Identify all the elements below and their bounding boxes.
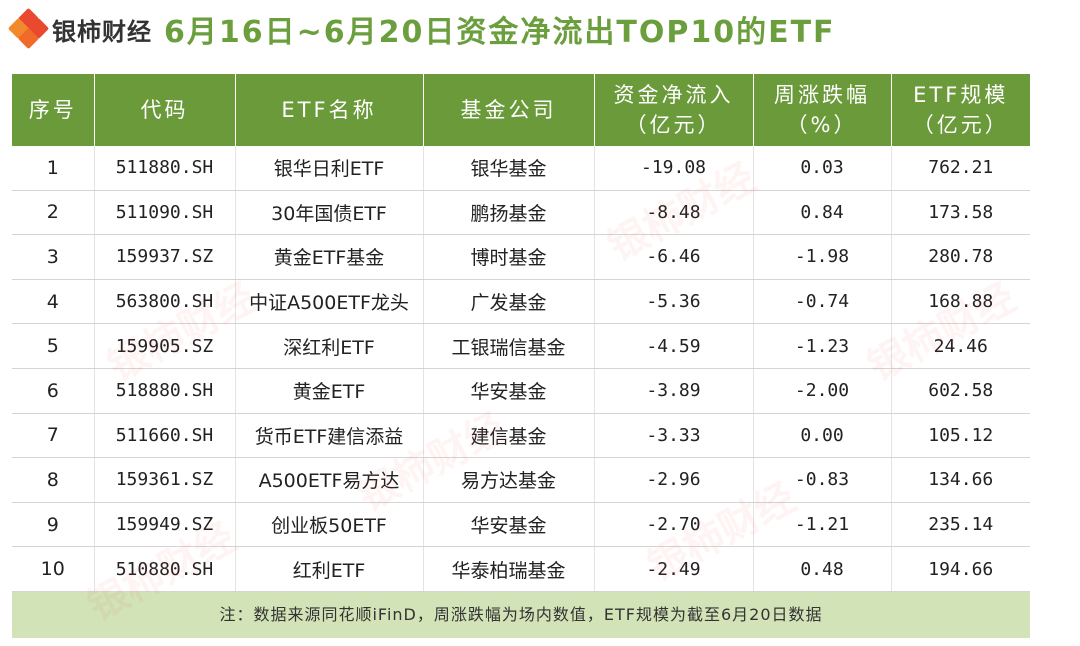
cell-etf-name: 黄金ETF bbox=[235, 368, 424, 414]
cell-index: 1 bbox=[12, 146, 95, 191]
cell-etf-size: 168.88 bbox=[891, 279, 1030, 325]
cell-weekly-change: -1.98 bbox=[753, 234, 892, 280]
cell-fund-company: 易方达基金 bbox=[423, 457, 595, 503]
cell-etf-name: A500ETF易方达 bbox=[235, 457, 424, 503]
cell-index: 6 bbox=[12, 368, 95, 414]
cell-etf-name: 深红利ETF bbox=[235, 323, 424, 369]
cell-index: 7 bbox=[12, 413, 95, 459]
cell-net-inflow: -6.46 bbox=[594, 234, 754, 280]
cell-code: 563800.SH bbox=[94, 279, 236, 325]
cell-fund-company: 工银瑞信基金 bbox=[423, 323, 595, 369]
cell-code: 511660.SH bbox=[94, 413, 236, 459]
cell-code: 159905.SZ bbox=[94, 323, 236, 369]
table-body: 1 511880.SH 银华日利ETF 银华基金 -19.08 0.03 762.21 2 51… bbox=[12, 146, 1030, 592]
cell-etf-name: 30年国债ETF bbox=[235, 190, 424, 236]
cell-net-inflow: -2.70 bbox=[594, 502, 754, 548]
cell-fund-company: 银华基金 bbox=[423, 146, 595, 191]
header-weekly-change: 周涨跌幅 （%） bbox=[753, 74, 892, 146]
etf-outflow-table: 序号 代码 ETF名称 基金公司 资金净流入 （亿元） 周涨跌幅 （%） ETF规模… bbox=[12, 74, 1030, 592]
cell-fund-company: 广发基金 bbox=[423, 279, 595, 325]
table-row: 9 159949.SZ 创业板50ETF 华安基金 -2.70 -1.21 235.14 bbox=[12, 502, 1030, 548]
cell-weekly-change: -1.23 bbox=[753, 323, 892, 369]
cell-weekly-change: -1.21 bbox=[753, 502, 892, 548]
cell-code: 518880.SH bbox=[94, 368, 236, 414]
header-etf-size: ETF规模 （亿元） bbox=[891, 74, 1030, 146]
cell-etf-name: 黄金ETF基金 bbox=[235, 234, 424, 280]
cell-etf-size: 235.14 bbox=[891, 502, 1030, 548]
cell-net-inflow: -5.36 bbox=[594, 279, 754, 325]
cell-index: 3 bbox=[12, 234, 95, 280]
logo-diamond-icon bbox=[7, 7, 50, 50]
cell-weekly-change: 0.00 bbox=[753, 413, 892, 459]
cell-etf-name: 红利ETF bbox=[235, 546, 424, 592]
cell-index: 8 bbox=[12, 457, 95, 503]
etf-table-container: 序号 代码 ETF名称 基金公司 资金净流入 （亿元） 周涨跌幅 （%） ETF规模… bbox=[12, 74, 1030, 638]
table-row: 6 518880.SH 黄金ETF 华安基金 -3.89 -2.00 602.58 bbox=[12, 368, 1030, 414]
cell-etf-size: 280.78 bbox=[891, 234, 1030, 280]
cell-net-inflow: -3.33 bbox=[594, 413, 754, 459]
cell-fund-company: 博时基金 bbox=[423, 234, 595, 280]
cell-net-inflow: -2.96 bbox=[594, 457, 754, 503]
table-footnote: 注：数据来源同花顺iFinD，周涨跌幅为场内数值，ETF规模为截至6月20日数据 bbox=[12, 591, 1030, 638]
page-title: 6月16日~6月20日资金净流出TOP10的ETF bbox=[164, 15, 836, 50]
cell-net-inflow: -8.48 bbox=[594, 190, 754, 236]
cell-index: 5 bbox=[12, 323, 95, 369]
table-row: 3 159937.SZ 黄金ETF基金 博时基金 -6.46 -1.98 280.78 bbox=[12, 234, 1030, 280]
table-row: 4 563800.SH 中证A500ETF龙头 广发基金 -5.36 -0.74 168.8… bbox=[12, 279, 1030, 325]
cell-weekly-change: -2.00 bbox=[753, 368, 892, 414]
cell-fund-company: 华安基金 bbox=[423, 502, 595, 548]
table-row: 8 159361.SZ A500ETF易方达 易方达基金 -2.96 -0.83 134.6… bbox=[12, 457, 1030, 503]
cell-fund-company: 建信基金 bbox=[423, 413, 595, 459]
page-header: 银柿财经 6月16日~6月20日资金净流出TOP10的ETF bbox=[7, 6, 836, 52]
header-fund-company: 基金公司 bbox=[423, 74, 595, 146]
cell-code: 511090.SH bbox=[94, 190, 236, 236]
cell-etf-size: 173.58 bbox=[891, 190, 1030, 236]
cell-etf-size: 194.66 bbox=[891, 546, 1030, 592]
cell-etf-size: 24.46 bbox=[891, 323, 1030, 369]
header-code: 代码 bbox=[94, 74, 236, 146]
cell-code: 510880.SH bbox=[94, 546, 236, 592]
cell-index: 4 bbox=[12, 279, 95, 325]
logo: 银柿财经 bbox=[7, 7, 152, 50]
cell-etf-size: 602.58 bbox=[891, 368, 1030, 414]
cell-etf-name: 银华日利ETF bbox=[235, 146, 424, 191]
cell-fund-company: 鹏扬基金 bbox=[423, 190, 595, 236]
logo-text: 银柿财经 bbox=[52, 17, 152, 46]
cell-index: 2 bbox=[12, 190, 95, 236]
cell-index: 9 bbox=[12, 502, 95, 548]
cell-index: 10 bbox=[12, 546, 95, 592]
cell-net-inflow: -2.49 bbox=[594, 546, 754, 592]
cell-code: 511880.SH bbox=[94, 146, 236, 191]
header-etf-name: ETF名称 bbox=[235, 74, 424, 146]
cell-weekly-change: 0.84 bbox=[753, 190, 892, 236]
cell-code: 159937.SZ bbox=[94, 234, 236, 280]
cell-weekly-change: 0.03 bbox=[753, 146, 892, 191]
cell-etf-name: 货币ETF建信添益 bbox=[235, 413, 424, 459]
table-row: 10 510880.SH 红利ETF 华泰柏瑞基金 -2.49 0.48 194.66 bbox=[12, 546, 1030, 592]
cell-etf-size: 762.21 bbox=[891, 146, 1030, 191]
cell-etf-name: 中证A500ETF龙头 bbox=[235, 279, 424, 325]
cell-etf-size: 105.12 bbox=[891, 413, 1030, 459]
header-net-inflow: 资金净流入 （亿元） bbox=[594, 74, 754, 146]
cell-weekly-change: -0.74 bbox=[753, 279, 892, 325]
header-index: 序号 bbox=[12, 74, 95, 146]
cell-weekly-change: 0.48 bbox=[753, 546, 892, 592]
cell-code: 159361.SZ bbox=[94, 457, 236, 503]
table-row: 7 511660.SH 货币ETF建信添益 建信基金 -3.33 0.00 105.12 bbox=[12, 413, 1030, 459]
cell-etf-name: 创业板50ETF bbox=[235, 502, 424, 548]
cell-fund-company: 华泰柏瑞基金 bbox=[423, 546, 595, 592]
cell-net-inflow: -19.08 bbox=[594, 146, 754, 191]
cell-etf-size: 134.66 bbox=[891, 457, 1030, 503]
table-row: 1 511880.SH 银华日利ETF 银华基金 -19.08 0.03 762.21 bbox=[12, 146, 1030, 191]
table-header-row: 序号 代码 ETF名称 基金公司 资金净流入 （亿元） 周涨跌幅 （%） ETF规模… bbox=[12, 74, 1030, 146]
table-row: 2 511090.SH 30年国债ETF 鹏扬基金 -8.48 0.84 173.58 bbox=[12, 190, 1030, 236]
cell-code: 159949.SZ bbox=[94, 502, 236, 548]
cell-net-inflow: -4.59 bbox=[594, 323, 754, 369]
cell-weekly-change: -0.83 bbox=[753, 457, 892, 503]
cell-net-inflow: -3.89 bbox=[594, 368, 754, 414]
cell-fund-company: 华安基金 bbox=[423, 368, 595, 414]
table-row: 5 159905.SZ 深红利ETF 工银瑞信基金 -4.59 -1.23 24.46 bbox=[12, 323, 1030, 369]
